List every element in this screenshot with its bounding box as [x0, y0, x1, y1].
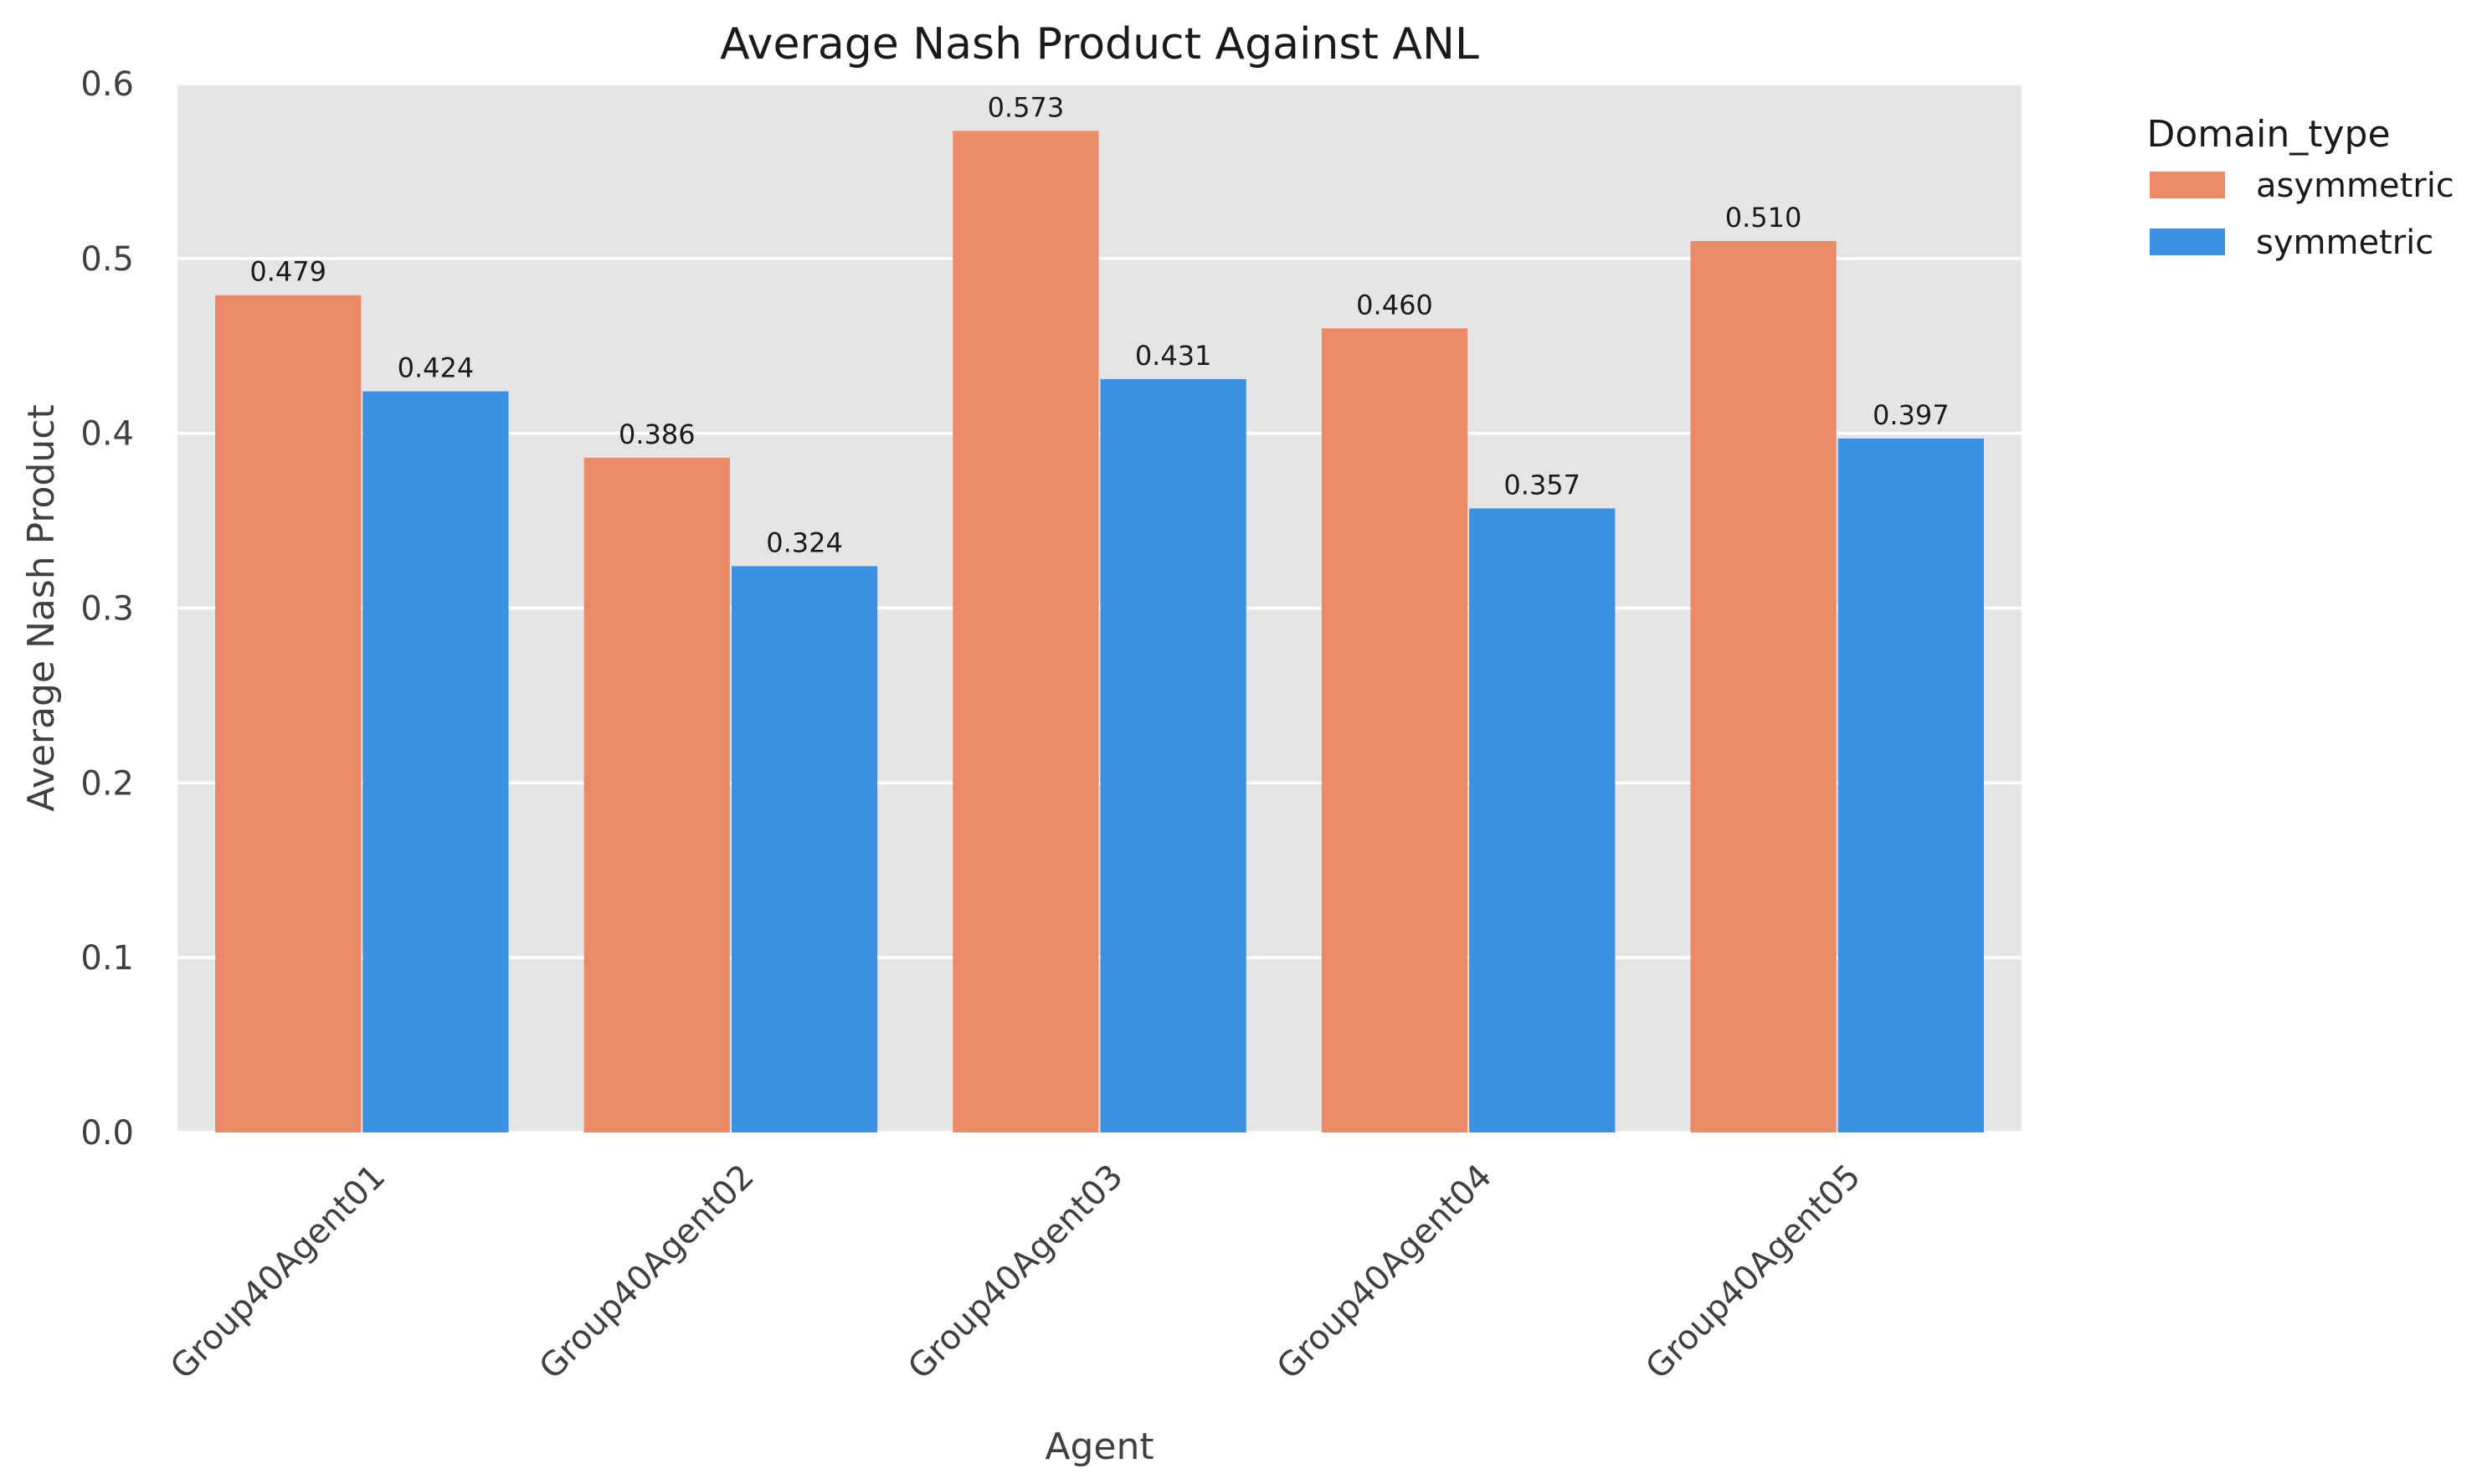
bar-labels: 0.479 0.424 0.386 0.324 0.573 0.431 0.460 0.357… [249, 91, 1949, 558]
bar-value-label: 0.460 [1356, 289, 1433, 321]
y-tick-label: 0.2 [80, 764, 134, 803]
x-axis-label: Agent [1045, 1425, 1154, 1468]
legend-title: Domain_type [2146, 113, 2390, 156]
legend-label-symmetric: symmetric [2256, 223, 2433, 262]
bar-asymmetric [1321, 328, 1468, 1132]
bar-asymmetric [1690, 240, 1837, 1133]
legend-items: asymmetric symmetric [2150, 167, 2454, 262]
y-tick-label: 0.3 [80, 590, 134, 629]
bar-symmetric [1100, 378, 1246, 1132]
legend: Domain_type asymmetric symmetric [2146, 113, 2454, 262]
bar-value-label: 0.386 [619, 418, 696, 450]
y-tick-label: 0.1 [80, 939, 134, 978]
bar-asymmetric [215, 295, 362, 1132]
bar-value-label: 0.357 [1503, 469, 1580, 501]
y-tick-label: 0.6 [80, 65, 134, 104]
bar-symmetric [731, 566, 878, 1132]
bar-symmetric [362, 391, 509, 1133]
y-tick-label: 0.4 [80, 415, 134, 454]
y-tick-labels: 0.0 0.1 0.2 0.3 0.4 0.5 0.6 [80, 65, 134, 1153]
bar-value-label: 0.479 [249, 256, 326, 288]
bar-symmetric [1469, 508, 1616, 1132]
bar-asymmetric [953, 131, 1099, 1132]
bar-value-label: 0.397 [1873, 399, 1950, 431]
y-tick-label: 0.5 [80, 240, 134, 279]
legend-swatch-asymmetric [2150, 172, 2225, 198]
chart-title: Average Nash Product Against ANL [720, 19, 1479, 69]
bar-value-label: 0.510 [1725, 202, 1802, 234]
legend-swatch-symmetric [2150, 229, 2225, 255]
y-axis-label: Average Nash Product [20, 404, 63, 811]
bars [215, 131, 1984, 1133]
bar-asymmetric [583, 457, 730, 1132]
y-tick-label: 0.0 [80, 1114, 134, 1153]
bar-value-label: 0.573 [988, 91, 1065, 123]
legend-label-asymmetric: asymmetric [2256, 167, 2454, 205]
bar-value-label: 0.324 [766, 526, 843, 558]
bar-symmetric [1837, 438, 1984, 1132]
bar-value-label: 0.424 [398, 352, 475, 384]
bar-value-label: 0.431 [1135, 340, 1212, 372]
